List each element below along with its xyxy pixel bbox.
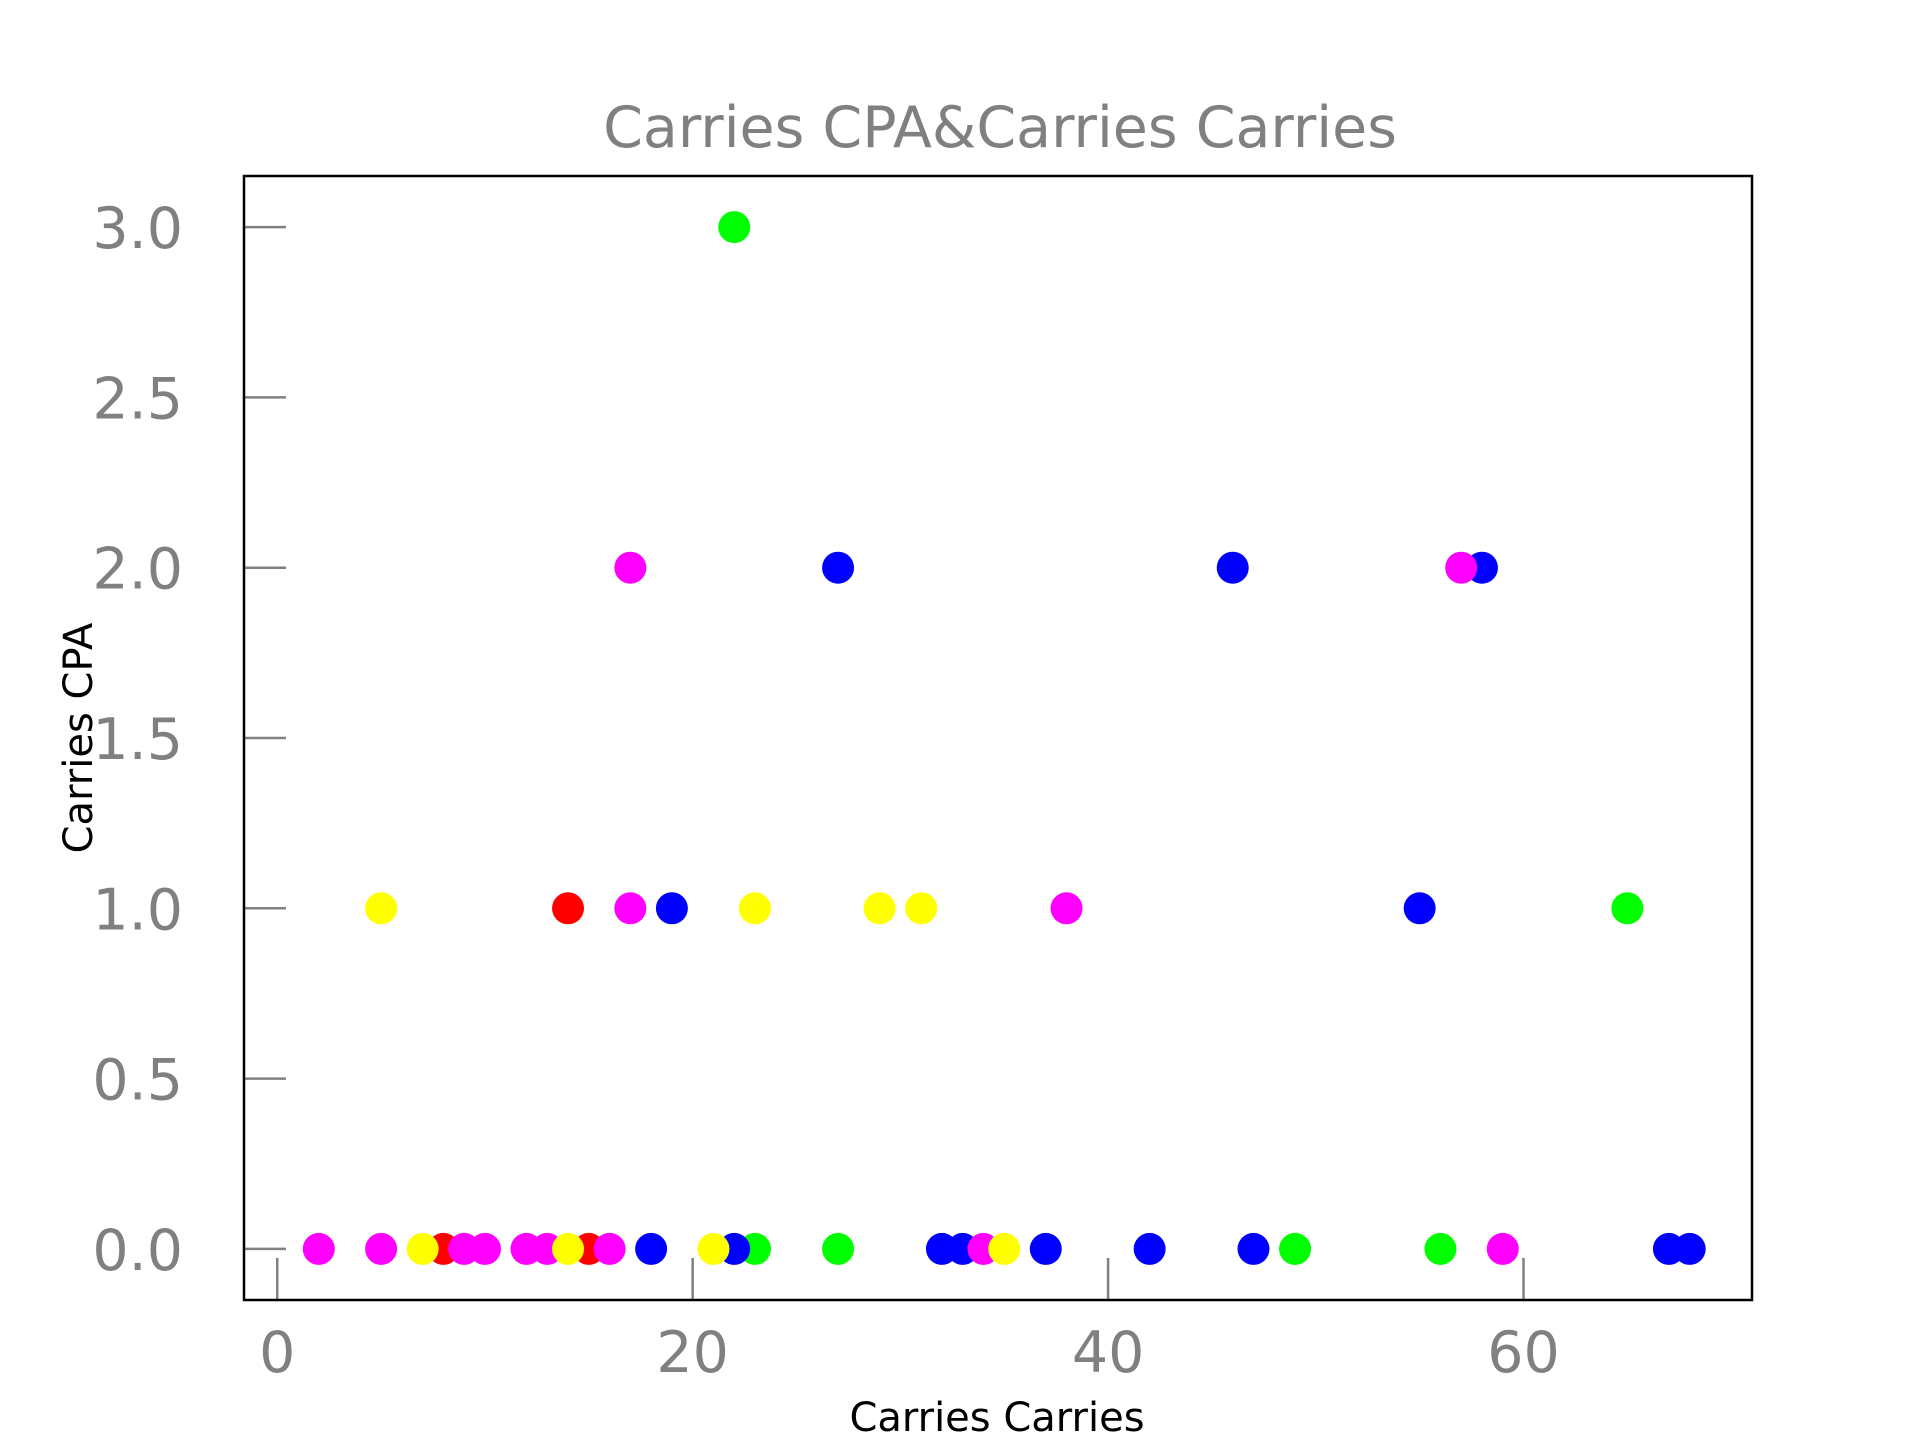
data-point (988, 1232, 1021, 1265)
data-point (593, 1232, 626, 1265)
data-point (1673, 1232, 1706, 1265)
y-tick-label: 2.5 (92, 366, 183, 432)
x-axis-ticks: 0 20 40 60 (259, 1258, 1560, 1386)
data-point (822, 551, 855, 584)
data-point (1279, 1232, 1312, 1265)
data-point (365, 892, 398, 925)
x-axis-label: Carries Carries (849, 1395, 1144, 1440)
data-point (1237, 1232, 1270, 1265)
data-point (302, 1232, 335, 1265)
data-point (863, 892, 896, 925)
y-tick-label: 1.0 (92, 877, 183, 943)
x-tick-label: 60 (1487, 1320, 1560, 1386)
y-axis-label: Carries CPA (56, 622, 102, 853)
y-tick-label: 2.0 (92, 537, 183, 603)
y-tick-label: 3.0 (92, 196, 183, 262)
data-point (1029, 1232, 1062, 1265)
x-tick-label: 20 (656, 1320, 729, 1386)
data-point (1050, 892, 1083, 925)
data-point (552, 892, 585, 925)
data-point (905, 892, 938, 925)
x-tick-label: 0 (259, 1320, 295, 1386)
data-point (718, 211, 751, 244)
data-points (302, 211, 1706, 1265)
data-point (1216, 551, 1249, 584)
y-tick-label: 0.5 (92, 1048, 183, 1114)
data-point (738, 892, 771, 925)
y-tick-label: 0.0 (92, 1218, 183, 1284)
data-point (552, 1232, 585, 1265)
chart-title: Carries CPA&Carries Carries (603, 95, 1397, 161)
data-point (697, 1232, 730, 1265)
data-point (1445, 551, 1478, 584)
data-point (1133, 1232, 1166, 1265)
data-point (614, 551, 647, 584)
data-point (1424, 1232, 1457, 1265)
data-point (822, 1232, 855, 1265)
data-point (1611, 892, 1644, 925)
data-point (635, 1232, 668, 1265)
data-point (614, 892, 647, 925)
y-axis-ticks: 0.0 0.5 1.0 1.5 2.0 2.5 3.0 (92, 196, 286, 1284)
data-point (1486, 1232, 1519, 1265)
data-point (468, 1232, 501, 1265)
data-point (1403, 892, 1436, 925)
plot-frame (242, 174, 1754, 1302)
data-point (365, 1232, 398, 1265)
data-point (655, 892, 688, 925)
y-tick-label: 1.5 (92, 707, 183, 773)
x-tick-label: 40 (1072, 1320, 1145, 1386)
data-point (406, 1232, 439, 1265)
